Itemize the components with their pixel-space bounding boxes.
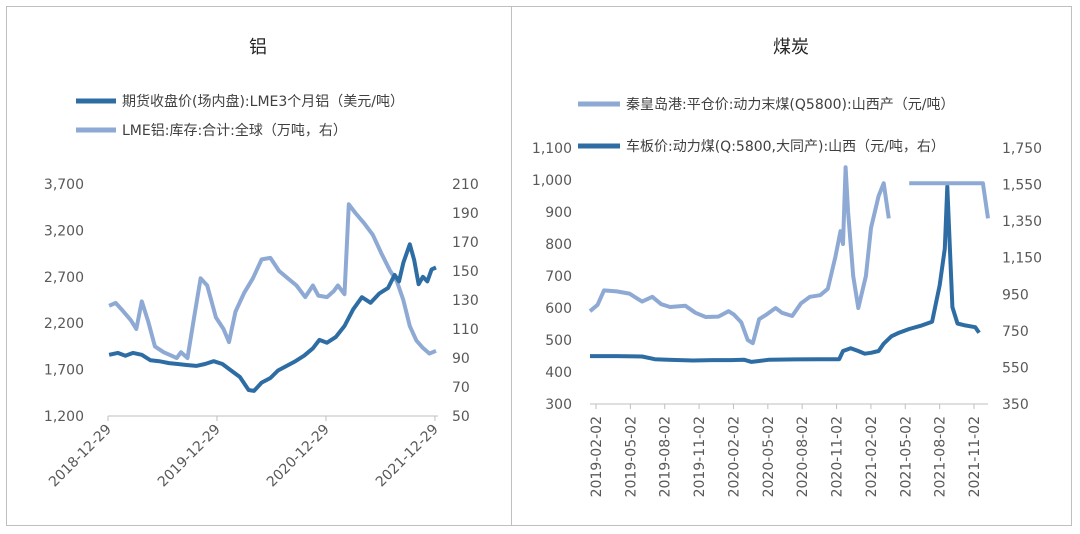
coal-x-tick-label: 2021-08-02 (933, 416, 949, 497)
aluminum-left-tick-label: 2,200 (44, 316, 84, 332)
aluminum-legend-label-price: 期货收盘价(场内盘):LME3个月铝（美元/吨） (122, 93, 404, 110)
coal-truck-price-line (590, 184, 981, 364)
coal-x-tick-label: 2021-02-02 (864, 416, 880, 497)
coal-port-price-line (588, 165, 891, 346)
aluminum-x-tick-label: 2019-12-29 (155, 422, 224, 491)
coal-right-tick-label: 350 (1002, 397, 1029, 413)
coal-right-tick-label: 1,350 (1002, 214, 1042, 230)
coal-left-tick-label: 400 (545, 365, 572, 381)
coal-right-tick-label: 1,750 (1002, 141, 1042, 157)
coal-left-tick-label: 700 (545, 269, 572, 285)
aluminum-left-tick-label: 3,700 (44, 177, 84, 193)
aluminum-left-tick-label: 2,700 (44, 270, 84, 286)
aluminum-chart-title: 铝 (249, 37, 267, 58)
coal-left-tick-label: 600 (545, 301, 572, 317)
aluminum-right-tick-label: 110 (452, 322, 479, 338)
panel-divider (511, 6, 512, 526)
aluminum-right-tick-label: 190 (452, 206, 479, 222)
coal-x-tick-label: 2019-05-02 (623, 416, 639, 497)
coal-x-tick-label: 2020-05-02 (761, 416, 777, 497)
aluminum-right-tick-label: 130 (452, 293, 479, 309)
coal-left-tick-label: 500 (545, 333, 572, 349)
aluminum-right-tick-label: 170 (452, 235, 479, 251)
coal-right-tick-label: 750 (1002, 324, 1029, 340)
coal-legend-label-port: 秦皇岛港:平仓价:动力末煤(Q5800):山西产（元/吨） (626, 97, 954, 113)
coal-left-tick-label: 800 (545, 237, 572, 253)
coal-right-tick-label: 550 (1002, 360, 1029, 376)
coal-plot: 1,100 1,000 900 800 700 600 500 400 300 1,750 1,55… (532, 141, 1042, 497)
aluminum-right-tick-label: 70 (452, 380, 470, 396)
coal-x-tick-label: 2019-02-02 (589, 416, 605, 497)
aluminum-x-tick-label: 2020-12-29 (264, 422, 333, 491)
aluminum-right-tick-label: 50 (452, 409, 470, 425)
figure-frame (6, 6, 1072, 526)
coal-port-price-line-segment (909, 181, 990, 219)
coal-left-tick-label: 1,100 (532, 141, 572, 157)
aluminum-price-line (108, 242, 437, 393)
coal-chart-title: 煤炭 (773, 37, 809, 58)
aluminum-right-tick-label: 90 (452, 351, 470, 367)
aluminum-right-tick-label: 150 (452, 264, 479, 280)
coal-left-tick-label: 300 (545, 397, 572, 413)
aluminum-plot: 3,700 3,200 2,700 2,200 1,700 1,200 210 190 170 1… (44, 177, 479, 490)
coal-legend-label-truck: 车板价:动力煤(Q:5800,大同产):山西（元/吨，右） (626, 138, 945, 155)
aluminum-left-tick-label: 3,200 (44, 223, 84, 239)
coal-right-tick-label: 1,150 (1002, 251, 1042, 267)
aluminum-x-tick-label: 2021-12-29 (373, 422, 442, 491)
coal-right-tick-label: 1,550 (1002, 178, 1042, 194)
coal-x-tick-label: 2019-08-02 (658, 416, 674, 497)
coal-x-tick-label: 2021-11-02 (967, 416, 983, 497)
aluminum-left-tick-label: 1,200 (44, 409, 84, 425)
coal-left-tick-label: 900 (545, 205, 572, 221)
aluminum-stock-line (108, 202, 437, 360)
coal-x-tick-label: 2019-11-02 (692, 416, 708, 497)
aluminum-right-tick-label: 210 (452, 177, 479, 193)
coal-x-tick-label: 2020-02-02 (726, 416, 742, 497)
coal-x-tick-label: 2020-08-02 (795, 416, 811, 497)
coal-right-tick-label: 950 (1002, 287, 1029, 303)
coal-x-tick-label: 2021-05-02 (898, 416, 914, 497)
coal-x-tick-label: 2020-11-02 (830, 416, 846, 497)
aluminum-left-tick-label: 1,700 (44, 363, 84, 379)
coal-left-tick-label: 1,000 (532, 173, 572, 189)
aluminum-legend-label-stock: LME铝:库存:合计:全球（万吨，右） (122, 122, 347, 139)
aluminum-x-tick-label: 2018-12-29 (46, 422, 115, 491)
